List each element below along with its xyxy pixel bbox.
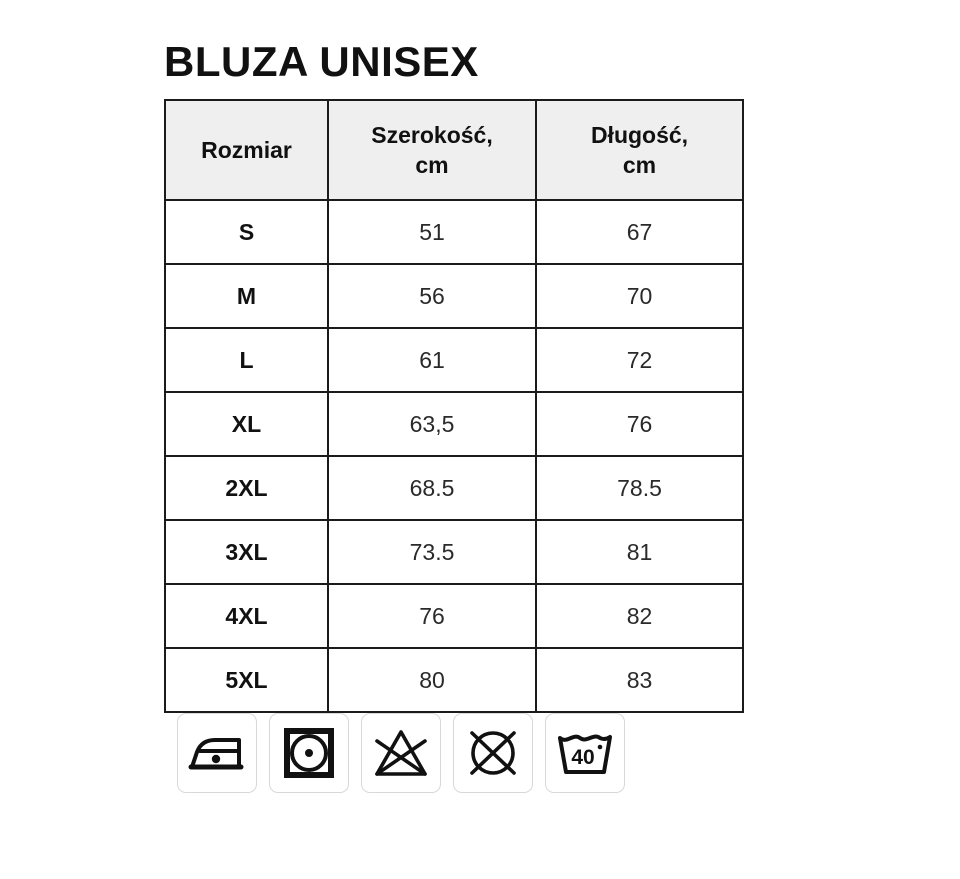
table-header-row: Rozmiar Szerokość, cm Długość, cm	[164, 99, 744, 201]
wash-40-degrees-icon: 40	[556, 729, 614, 777]
cell-size: M	[164, 263, 329, 329]
iron-low-temperature-icon	[188, 731, 246, 775]
care-tile-tumble-dry	[269, 713, 349, 793]
cell-size: 2XL	[164, 455, 329, 521]
column-header-width: Szerokość, cm	[327, 99, 537, 201]
table-row: 2XL 68.5 78.5	[164, 455, 744, 521]
care-instructions-row: 40	[177, 713, 625, 793]
cell-width: 51	[327, 199, 537, 265]
page-title: BLUZA UNISEX	[164, 38, 479, 85]
size-table-head: Rozmiar Szerokość, cm Długość, cm	[164, 99, 744, 201]
cell-length: 78.5	[535, 455, 744, 521]
table-row: 5XL 80 83	[164, 647, 744, 713]
cell-width: 56	[327, 263, 537, 329]
cell-length: 82	[535, 583, 744, 649]
cell-width: 61	[327, 327, 537, 393]
cell-length: 81	[535, 519, 744, 585]
do-not-bleach-icon	[373, 728, 429, 778]
cell-size: L	[164, 327, 329, 393]
column-header-length: Długość, cm	[535, 99, 744, 201]
column-header-width-line1: Szerokość,	[371, 121, 493, 148]
table-row: XL 63,5 76	[164, 391, 744, 457]
tumble-dry-low-icon	[282, 726, 336, 780]
cell-width: 68.5	[327, 455, 537, 521]
cell-width: 63,5	[327, 391, 537, 457]
size-table-body: S 51 67 M 56 70 L 61 72 XL 63,5 76	[164, 199, 744, 713]
size-table-container: Rozmiar Szerokość, cm Długość, cm S 51	[164, 99, 744, 713]
cell-length: 70	[535, 263, 744, 329]
column-header-size-line1: Rozmiar	[201, 136, 292, 163]
care-tile-do-not-bleach	[361, 713, 441, 793]
column-header-width-line2: cm	[415, 152, 449, 178]
svg-text:40: 40	[571, 746, 594, 769]
table-row: M 56 70	[164, 263, 744, 329]
column-header-length-line2: cm	[622, 152, 657, 178]
size-table: Rozmiar Szerokość, cm Długość, cm S 51	[164, 99, 744, 713]
table-row: S 51 67	[164, 199, 744, 265]
care-tile-iron	[177, 713, 257, 793]
table-row: L 61 72	[164, 327, 744, 393]
do-not-dry-clean-icon	[466, 726, 520, 780]
table-row: 4XL 76 82	[164, 583, 744, 649]
cell-size: XL	[164, 391, 329, 457]
cell-width: 76	[327, 583, 537, 649]
cell-length: 83	[535, 647, 744, 713]
cell-length: 72	[535, 327, 744, 393]
care-tile-wash-40: 40	[545, 713, 625, 793]
care-tile-do-not-dry-clean	[453, 713, 533, 793]
cell-length: 67	[535, 199, 744, 265]
cell-length: 76	[535, 391, 744, 457]
cell-size: 4XL	[164, 583, 329, 649]
cell-size: 5XL	[164, 647, 329, 713]
cell-width: 80	[327, 647, 537, 713]
cell-size: 3XL	[164, 519, 329, 585]
column-header-length-line1: Długość,	[590, 121, 689, 148]
cell-width: 73.5	[327, 519, 537, 585]
column-header-size: Rozmiar	[164, 99, 329, 201]
cell-size: S	[164, 199, 329, 265]
table-row: 3XL 73.5 81	[164, 519, 744, 585]
